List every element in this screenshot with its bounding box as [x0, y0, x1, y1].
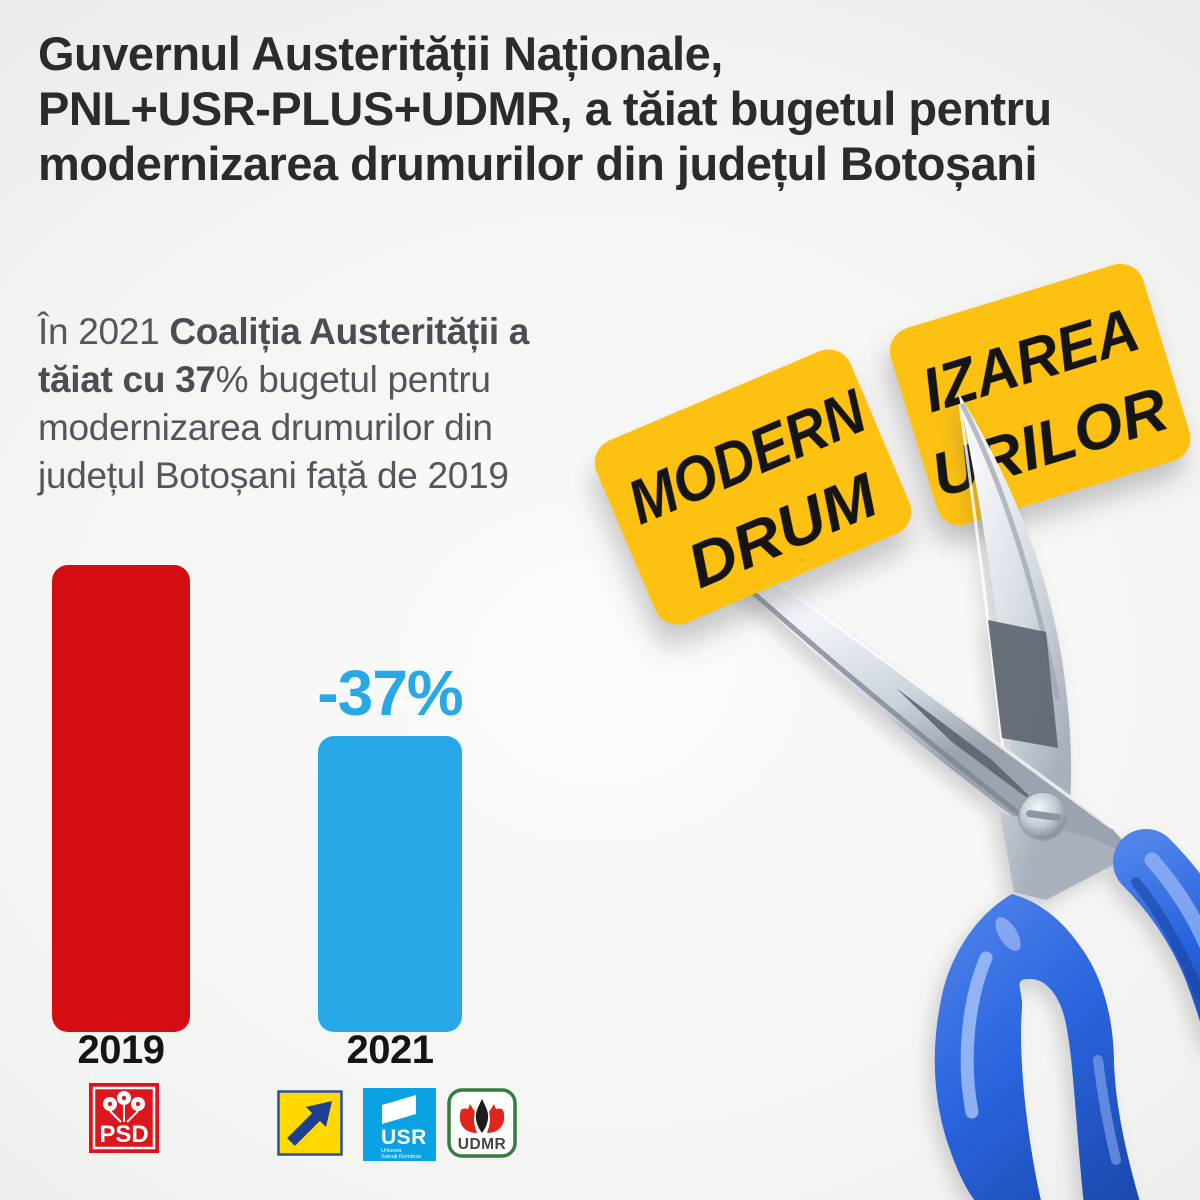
tulip-icon — [459, 1099, 505, 1133]
pnl-logo — [277, 1090, 343, 1156]
diagonal-arrow-icon — [287, 1101, 332, 1146]
page-title: Guvernul Austerității Naționale, PNL+USR… — [38, 26, 1052, 191]
intro-line-1: În 2021 Coaliția Austerității a — [38, 311, 530, 352]
udmr-logo-label: UDMR — [458, 1136, 507, 1153]
sign-right-line-2: URILOR — [924, 374, 1176, 511]
scissors-upper-blade-icon — [958, 392, 1072, 892]
three-roses-icon — [103, 1091, 145, 1123]
scissors — [696, 392, 1200, 1200]
udmr-logo: UDMR — [447, 1088, 517, 1158]
psd-logo-border — [92, 1086, 156, 1150]
bar-2021 — [318, 736, 462, 1032]
sign-left-line-2: DRUM — [678, 460, 889, 601]
page-title-line-1: Guvernul Austerității Naționale, — [38, 27, 723, 80]
scissors-lower-blade-icon — [696, 518, 1127, 858]
scissors-right-handle — [1113, 829, 1200, 1022]
slanted-flag-icon — [382, 1095, 416, 1124]
usr-logo-subtext-2: Salvați România — [381, 1154, 422, 1160]
scissors-loop-handle — [934, 894, 1140, 1200]
scissors-shank — [1000, 812, 1130, 900]
usr-logo: USR Uniunea Salvați România — [363, 1088, 436, 1161]
bar-2019 — [52, 565, 190, 1032]
psd-logo: PSD — [89, 1083, 159, 1153]
sign-left-line-1: MODERN — [618, 376, 876, 538]
sign-left-piece: MODERN DRUM — [594, 349, 912, 625]
sign-right-piece-card — [889, 263, 1191, 526]
intro-line-3: modernizarea drumurilor din — [38, 407, 493, 448]
sign-right-line-1: IZAREA — [915, 295, 1147, 426]
intro-line-2: tăiat cu 37% bugetul pentru — [38, 359, 491, 400]
scissors-pivot-screw-icon — [1018, 791, 1068, 841]
sign-left-piece-card — [594, 349, 912, 625]
psd-logo-label: PSD — [99, 1121, 148, 1148]
bar-label-2019: 2019 — [77, 1028, 165, 1072]
intro-paragraph: În 2021 Coaliția Austerității a tăiat cu… — [38, 308, 529, 500]
usr-logo-label: USR — [381, 1126, 427, 1149]
page-title-line-3: modernizarea drumurilor din județul Boto… — [38, 137, 1038, 190]
bar-2021-annotation: -37% — [317, 657, 463, 729]
bar-label-2021: 2021 — [346, 1028, 434, 1072]
usr-logo-subtext-1: Uniunea — [381, 1148, 402, 1154]
intro-line-4: județul Botoșani față de 2019 — [38, 455, 509, 496]
page-title-line-2: PNL+USR-PLUS+UDMR, a tăiat bugetul pentr… — [38, 82, 1052, 135]
sign-right-piece: IZAREA URILOR — [889, 263, 1191, 526]
